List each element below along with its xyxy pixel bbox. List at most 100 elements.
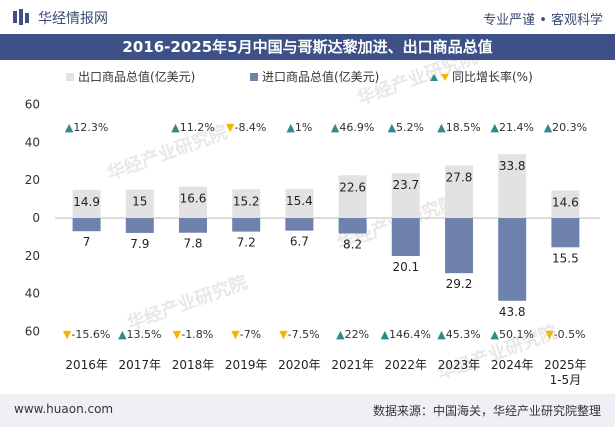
y-tick-label: 40	[25, 287, 40, 301]
export-growth-label: ▲12.3%	[65, 121, 108, 134]
import-value-label: 8.2	[343, 237, 362, 251]
import-growth-label: ▲50.1%	[490, 328, 533, 341]
import-growth-label: ▲45.3%	[437, 328, 480, 341]
export-value-label: 27.8	[446, 170, 473, 184]
import-value-label: 7.8	[183, 237, 202, 251]
export-growth-label: ▲21.4%	[490, 121, 533, 134]
import-growth-label: ▼-0.5%	[545, 328, 585, 341]
import-bar	[72, 218, 101, 232]
export-bar	[391, 173, 420, 218]
legend-import-swatch	[250, 73, 258, 81]
x-tick-label: 2024年	[491, 358, 534, 372]
chart-title: 2016-2025年5月中国与哥斯达黎加进、出口商品总值	[122, 38, 493, 56]
legend-up-triangle-icon	[430, 74, 438, 81]
x-tick-label: 2019年	[225, 358, 268, 372]
legend-down-triangle-icon	[441, 74, 449, 81]
legend-import-label: 进口商品总值(亿美元)	[262, 69, 379, 84]
footer-source: 数据来源：中国海关，华经产业研究院整理	[372, 404, 601, 418]
export-value-label: 15.4	[286, 194, 313, 208]
import-bar	[391, 218, 420, 256]
import-bar	[498, 218, 527, 301]
import-growth-label: ▼-7%	[231, 328, 261, 341]
export-growth-label: ▲18.5%	[437, 121, 480, 134]
import-value-label: 6.7	[290, 235, 309, 249]
import-bar	[285, 218, 314, 231]
watermark-text: 华经产业研究院	[124, 271, 250, 335]
title-bar	[0, 34, 615, 60]
x-tick-label: 2022年	[385, 358, 428, 372]
export-bar	[338, 175, 367, 218]
import-bar	[232, 218, 261, 232]
import-growth-label: ▲22%	[336, 328, 369, 341]
x-tick-label: 2017年	[119, 358, 162, 372]
export-growth-label: ▲11.2%	[171, 121, 214, 134]
import-bar	[125, 218, 154, 233]
export-bar	[72, 189, 101, 218]
export-growth-label: ▲5.2%	[388, 121, 424, 134]
export-value-label: 15.2	[233, 194, 260, 208]
import-value-label: 43.8	[499, 305, 526, 319]
export-bar	[551, 190, 580, 218]
brand-name: 华经情报网	[38, 11, 108, 27]
import-value-label: 7.2	[237, 236, 256, 250]
x-axis: 2016年 2017年 2018年 2019年 2020年 2021年 2022年 2023年…	[65, 358, 586, 387]
export-value-label: 15	[132, 195, 147, 209]
y-tick-label: 0	[32, 211, 40, 225]
x-tick-label: 2021年	[331, 358, 374, 372]
export-bar	[232, 189, 261, 218]
tagline: 专业严谨 • 客观科学	[483, 13, 603, 28]
x-tick-label: 2023年	[438, 358, 481, 372]
import-value-label: 7	[83, 235, 91, 249]
export-value-label: 33.8	[499, 159, 526, 173]
import-growth-label: ▼-1.8%	[173, 328, 213, 341]
export-bar	[285, 188, 314, 218]
footer-website: www.huaon.com	[14, 402, 114, 416]
y-tick-label: 60	[25, 324, 40, 338]
import-value-label: 7.9	[130, 237, 149, 251]
growth-labels: ▲12.3% ▲11.2% ▼-8.4% ▲1% ▲46.9% ▲5.2% ▲18.5% ▲2…	[63, 121, 587, 341]
x-tick-label: 2018年	[172, 358, 215, 372]
export-value-label: 16.6	[180, 192, 207, 206]
import-value-label: 29.2	[446, 277, 473, 291]
import-bar	[445, 218, 473, 274]
import-value-label: 15.5	[552, 251, 579, 265]
chart: 华经产业研究院 华经产业研究院 华经产业研究院 华经产业研究院 华经产业研究院 …	[25, 60, 600, 387]
export-value-label: 14.9	[73, 195, 100, 209]
y-tick-label: 20	[25, 173, 40, 187]
export-bar	[445, 165, 473, 218]
top-bar: 华经情报网 专业严谨 • 客观科学	[0, 0, 615, 34]
import-bar	[551, 218, 580, 248]
huajing-logo-icon	[13, 9, 29, 25]
export-growth-label: ▲46.9%	[331, 121, 374, 134]
export-growth-label: ▲1%	[286, 121, 312, 134]
import-growth-label: ▲146.4%	[381, 328, 431, 341]
legend-export-swatch	[66, 73, 74, 81]
export-value-label: 23.7	[392, 178, 419, 192]
y-tick-label: 60	[25, 98, 40, 112]
data-labels: 14.9 7 15 7.9 16.6 7.8 15.2 7.2 15.4 6.7 22.6 8.2 23…	[73, 159, 579, 319]
export-bar	[498, 154, 527, 218]
export-growth-label: ▼-8.4%	[226, 121, 266, 134]
legend-export-label: 出口商品总值(亿美元)	[78, 69, 195, 84]
legend-growth-label: 同比增长率(%)	[452, 69, 533, 84]
export-bar	[125, 189, 154, 218]
bars	[72, 154, 580, 301]
export-value-label: 22.6	[339, 180, 366, 194]
export-value-label: 14.6	[552, 195, 579, 209]
import-growth-label: ▲13.5%	[118, 328, 161, 341]
import-growth-label: ▼-15.6%	[63, 328, 110, 341]
import-growth-label: ▼-7.5%	[279, 328, 319, 341]
import-value-label: 20.1	[392, 260, 419, 274]
legend: 出口商品总值(亿美元) 进口商品总值(亿美元) 同比增长率(%)	[66, 69, 533, 84]
import-bar	[179, 218, 207, 233]
export-growth-label: ▲20.3%	[544, 121, 587, 134]
x-tick-label: 2020年	[278, 358, 321, 372]
x-tick-label: 2016年	[65, 358, 108, 372]
footer	[0, 394, 615, 427]
import-bar	[338, 218, 367, 234]
x-tick-label: 2025年 1-5月	[544, 358, 587, 387]
watermark-text: 华经产业研究院	[354, 60, 480, 110]
y-tick-label: 20	[25, 249, 40, 263]
y-tick-label: 40	[25, 135, 40, 149]
export-bar	[179, 186, 207, 218]
